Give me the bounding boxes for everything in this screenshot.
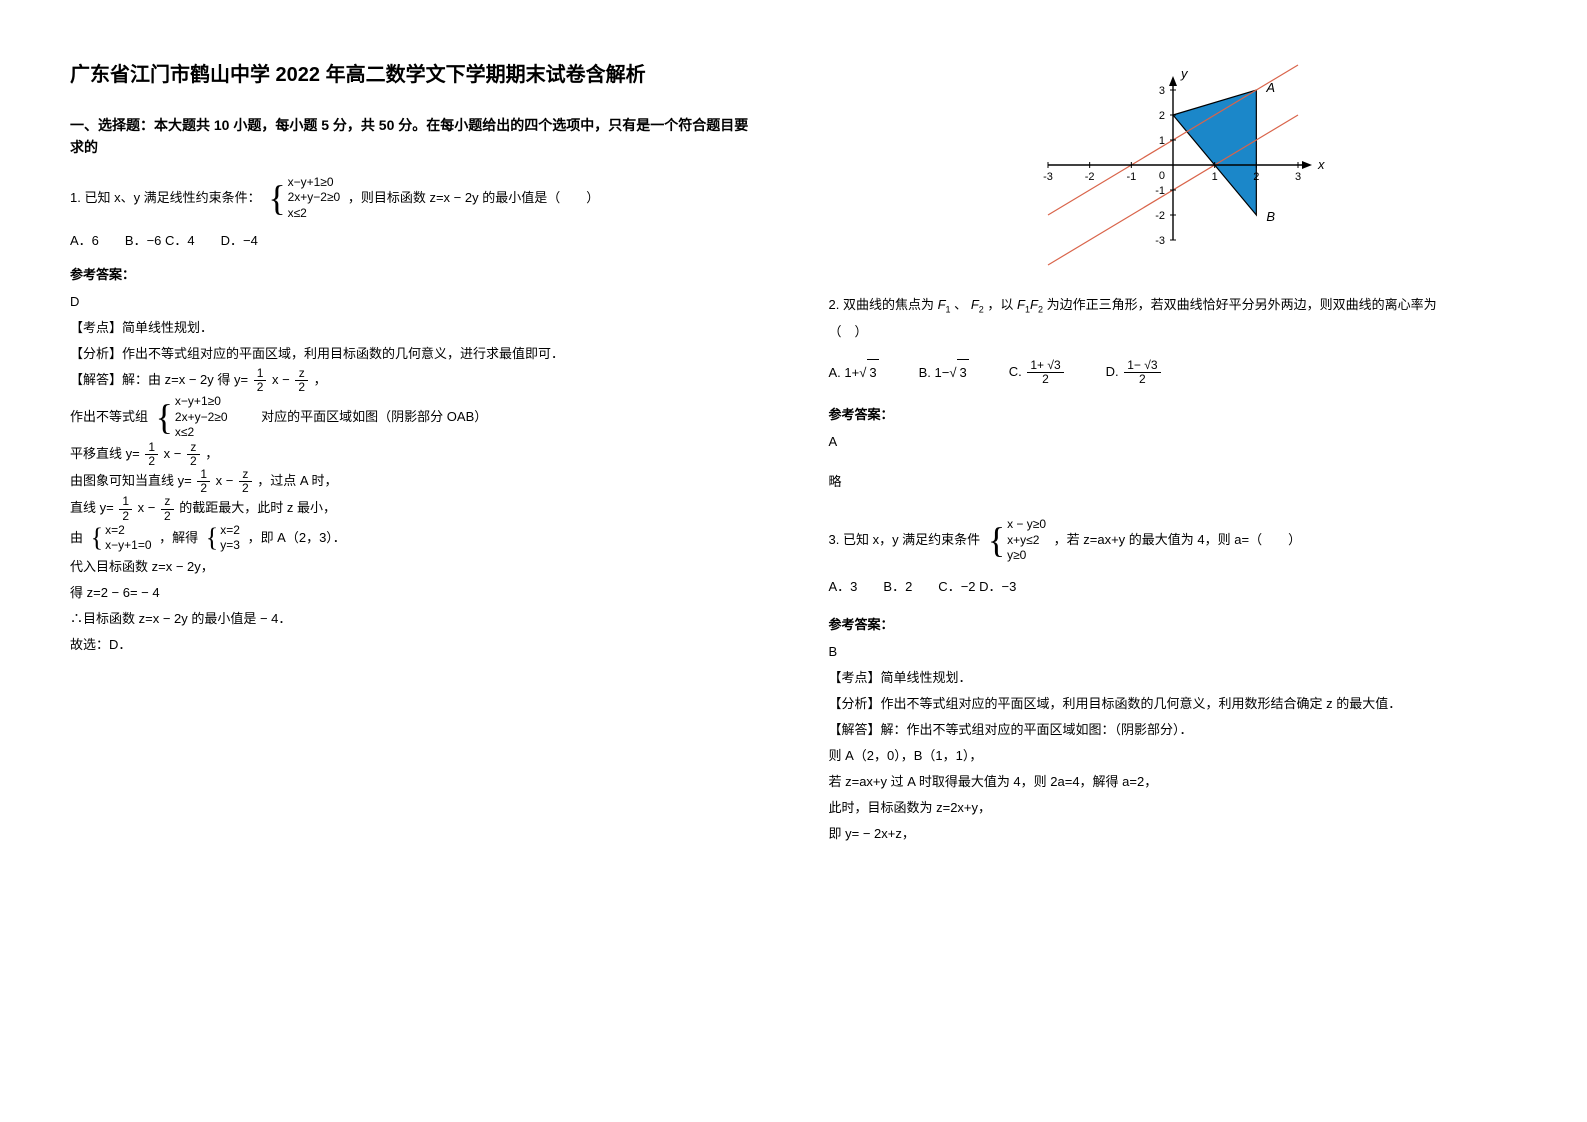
brace-icon: { xyxy=(988,526,1005,555)
q1-sys-line-3: x≤2 xyxy=(288,206,341,222)
svg-text:-3: -3 xyxy=(1043,171,1053,183)
svg-text:3: 3 xyxy=(1295,171,1301,183)
fraction-z2: z2 xyxy=(295,367,308,394)
left-column: 广东省江门市鹤山中学 2022 年高二数学文下学期期末试卷含解析 一、选择题：本… xyxy=(50,60,799,1062)
svg-text:3: 3 xyxy=(1159,85,1165,97)
q2-answer: A xyxy=(829,429,1518,455)
question-1: 1. 已知 x、y 满足线性约束条件： { x−y+1≥0 2x+y−2≥0 x… xyxy=(70,175,759,222)
q1-jieda-8: 得 z=2 − 6= − 4 xyxy=(70,580,759,606)
q1-constraint-system: { x−y+1≥0 2x+y−2≥0 x≤2 xyxy=(268,175,340,222)
q1-options: A．6 B．−6 C．4 D．−4 xyxy=(70,228,759,254)
q3-constraint-system: { x − y≥0 x+y≤2 y≥0 xyxy=(988,517,1046,564)
answer-label-3: 参考答案： xyxy=(829,614,1518,633)
brace-icon: { xyxy=(206,528,218,549)
q1-jieda-4: 由图象可知当直线 y= 12 x − z2 ，过点 A 时， xyxy=(70,468,759,495)
brace-icon: { xyxy=(91,528,103,549)
svg-text:1: 1 xyxy=(1211,171,1217,183)
answer-label-1: 参考答案： xyxy=(70,264,759,283)
q1-jieda-2: 作出不等式组 { x−y+1≥0 2x+y−2≥0 x≤2 对应的平面区域如图（… xyxy=(70,394,759,441)
section-1-header: 一、选择题：本大题共 10 小题，每小题 5 分，共 50 分。在每小题给出的四… xyxy=(70,114,759,159)
q2-lue: 略 xyxy=(829,469,1518,495)
svg-text:A: A xyxy=(1265,80,1275,95)
q2-opt-c: C. 1+ √32 xyxy=(1009,359,1066,386)
right-column: -3-2-1123-3-2-11230xyAB 2. 双曲线的焦点为 F1 、 … xyxy=(799,60,1538,1062)
q1-suffix: ，则目标函数 z=x − 2y 的最小值是（ ） xyxy=(348,190,599,205)
svg-text:1: 1 xyxy=(1159,135,1165,147)
svg-text:-1: -1 xyxy=(1155,185,1165,197)
brace-icon: { xyxy=(156,403,173,432)
q3-jieda-3: 若 z=ax+y 过 A 时取得最大值为 4，则 2a=4，解得 a=2， xyxy=(829,769,1518,795)
q1-jieda-3: 平移直线 y= 12 x − z2 ， xyxy=(70,441,759,468)
q1-sys-line-1: x−y+1≥0 xyxy=(288,175,341,191)
svg-text:B: B xyxy=(1266,209,1275,224)
question-2: 2. 双曲线的焦点为 F1 、 F2 ，以 F1F2 为边作正三角形，若双曲线恰… xyxy=(829,292,1518,345)
q2-options: A. 1+√3 B. 1−√3 C. 1+ √32 D. 1− √32 xyxy=(829,359,1518,386)
q1-jieda-7: 代入目标函数 z=x − 2y， xyxy=(70,554,759,580)
q1-kaodian: 【考点】简单线性规划． xyxy=(70,315,759,341)
fraction-half: 12 xyxy=(254,367,267,394)
q1-jieda-5: 直线 y= 12 x − z2 的截距最大，此时 z 最小， xyxy=(70,495,759,522)
svg-text:-2: -2 xyxy=(1085,171,1095,183)
svg-text:0: 0 xyxy=(1159,170,1165,182)
q1-jieda-9: ∴目标函数 z=x − 2y 的最小值是 − 4． xyxy=(70,606,759,632)
q3-options: A．3 B．2 C．−2 D．−3 xyxy=(829,574,1518,600)
q3-jieda-4: 此时，目标函数为 z=2x+y， xyxy=(829,795,1518,821)
q3-fenxi: 【分析】作出不等式组对应的平面区域，利用目标函数的几何意义，利用数形结合确定 z… xyxy=(829,691,1518,717)
svg-text:2: 2 xyxy=(1159,110,1165,122)
q1-region-graph: -3-2-1123-3-2-11230xyAB xyxy=(1018,60,1328,270)
q2-opt-d: D. 1− √32 xyxy=(1106,359,1163,386)
q3-kaodian: 【考点】简单线性规划． xyxy=(829,665,1518,691)
q3-answer: B xyxy=(829,639,1518,665)
q1-system-repeat: { x−y+1≥0 2x+y−2≥0 x≤2 xyxy=(156,394,228,441)
q1-answer: D xyxy=(70,289,759,315)
q1-jieda-6: 由 { x=2 x−y+1=0 ，解得 { x=2 y=3 ，即 A（2，3）． xyxy=(70,523,759,554)
q1-sys-line-2: 2x+y−2≥0 xyxy=(288,190,341,206)
q3-jieda-1: 【解答】解：作出不等式组对应的平面区域如图：（阴影部分）． xyxy=(829,717,1518,743)
q1-fenxi: 【分析】作出不等式组对应的平面区域，利用目标函数的几何意义，进行求最值即可． xyxy=(70,341,759,367)
q2-opt-b: B. 1−√3 xyxy=(919,359,969,386)
q1-prefix: 1. 已知 x、y 满足线性约束条件： xyxy=(70,190,261,205)
q3-jieda-2: 则 A（2，0），B（1，1）， xyxy=(829,743,1518,769)
svg-text:-1: -1 xyxy=(1126,171,1136,183)
brace-icon: { xyxy=(268,184,285,213)
answer-label-2: 参考答案： xyxy=(829,404,1518,423)
svg-text:-3: -3 xyxy=(1155,235,1165,247)
question-3: 3. 已知 x，y 满足约束条件 { x − y≥0 x+y≤2 y≥0 ，若 … xyxy=(829,517,1518,564)
svg-text:2: 2 xyxy=(1253,171,1259,183)
q1-mini-system-1: { x=2 x−y+1=0 xyxy=(91,523,152,554)
q2-opt-a: A. 1+√3 xyxy=(829,359,879,386)
document-title: 广东省江门市鹤山中学 2022 年高二数学文下学期期末试卷含解析 xyxy=(70,60,759,90)
svg-text:x: x xyxy=(1317,157,1325,172)
q1-jieda-1: 【解答】解：由 z=x − 2y 得 y= 12 x − z2 ， xyxy=(70,367,759,394)
q1-mini-system-2: { x=2 y=3 xyxy=(206,523,240,554)
svg-text:-2: -2 xyxy=(1155,210,1165,222)
q3-jieda-5: 即 y= − 2x+z， xyxy=(829,821,1518,847)
q1-jieda-10: 故选：D． xyxy=(70,632,759,658)
